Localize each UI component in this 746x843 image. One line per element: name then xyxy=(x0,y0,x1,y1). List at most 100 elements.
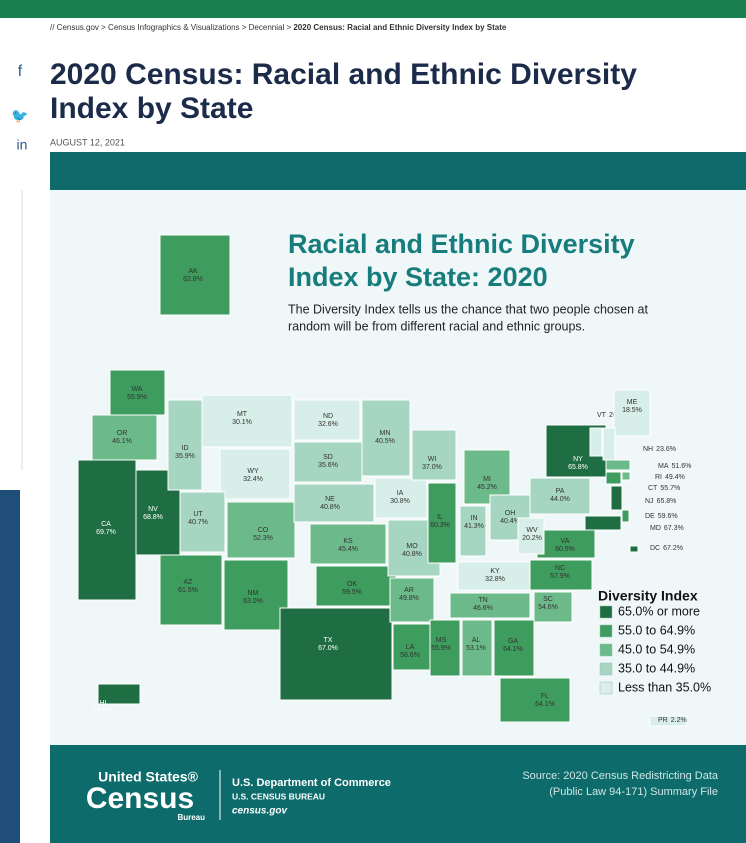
state-code: PA xyxy=(556,488,565,495)
agency-link[interactable]: census.gov xyxy=(232,806,288,817)
crumb[interactable]: Decennial xyxy=(249,23,285,32)
state xyxy=(429,619,461,677)
page-title: 2020 Census: Racial and Ethnic Diversity xyxy=(50,58,637,91)
state-code: CT xyxy=(648,485,658,492)
state-code: NV xyxy=(148,506,158,513)
state xyxy=(219,448,291,500)
state-value: 30.1% xyxy=(232,419,252,426)
state xyxy=(493,619,535,677)
state-code: NM xyxy=(248,590,259,597)
state-value: 55.9% xyxy=(127,394,147,401)
state-code: DE xyxy=(645,513,655,520)
separator: > xyxy=(284,23,293,32)
state-value: 55.9% xyxy=(431,645,451,652)
state-value: 46.1% xyxy=(112,438,132,445)
crumb[interactable]: Census.gov xyxy=(57,23,99,32)
state-label: NJ 65.8% xyxy=(645,498,676,505)
state-code: KS xyxy=(343,538,353,545)
state-code: AL xyxy=(472,637,481,644)
state-code: ME xyxy=(627,399,638,406)
state-code: MS xyxy=(436,637,447,644)
state-label: CT 55.7% xyxy=(648,485,680,492)
state-code: OH xyxy=(505,510,516,517)
state-value: 57.9% xyxy=(550,573,570,580)
state-code: WY xyxy=(247,468,259,475)
state xyxy=(461,619,493,677)
state-code: IN xyxy=(471,515,478,522)
legend-swatch xyxy=(599,662,613,676)
state-code: AZ xyxy=(184,579,194,586)
linkedin-icon[interactable]: in xyxy=(17,137,28,153)
state xyxy=(529,559,593,591)
state-code: ND xyxy=(323,413,333,420)
state-code: MO xyxy=(406,543,418,550)
state xyxy=(293,483,375,523)
state-value: 40.7% xyxy=(188,519,208,526)
infographic-title: Racial and Ethnic Diversity xyxy=(288,229,635,259)
state-value: 52.3% xyxy=(253,535,273,542)
state-code: SC xyxy=(543,596,553,603)
state-code: NC xyxy=(555,565,565,572)
state-code: WA xyxy=(131,386,142,393)
crumb[interactable]: Census Infographics & Visualizations xyxy=(108,23,239,32)
state-code: MN xyxy=(380,430,391,437)
legend: 65.0% or more 55.0 to 64.9% 45.0 to 54.9% 3… xyxy=(599,604,711,694)
state-code: NE xyxy=(325,496,335,503)
state xyxy=(605,471,622,485)
state-value: 35.6% xyxy=(318,462,338,469)
state-value: 51.6% xyxy=(672,463,692,470)
state xyxy=(629,545,639,553)
state-value: 60.5% xyxy=(555,546,575,553)
legend-swatch xyxy=(599,624,613,638)
state xyxy=(389,577,435,623)
state-code: MD xyxy=(650,525,661,532)
facebook-icon[interactable]: f xyxy=(18,63,23,80)
state-value: 67.2% xyxy=(663,545,683,552)
state xyxy=(361,399,411,477)
state xyxy=(159,554,223,626)
state-value: 64.1% xyxy=(503,646,523,653)
source: Source: 2020 Census Redistricting Data xyxy=(522,770,719,782)
state-value: 40.4% xyxy=(500,518,520,525)
state-code: VT xyxy=(597,412,607,419)
state-value: 45.4% xyxy=(338,546,358,553)
legend-title: Diversity Index xyxy=(598,588,698,604)
state xyxy=(621,471,631,481)
state xyxy=(77,459,137,601)
state-code: GA xyxy=(508,638,518,645)
state xyxy=(533,591,573,623)
state-value: 55.7% xyxy=(660,485,680,492)
state xyxy=(529,477,591,515)
state xyxy=(610,485,623,511)
state-value: 49.8% xyxy=(399,595,419,602)
state xyxy=(226,501,296,559)
state-code: CA xyxy=(101,521,111,528)
state xyxy=(517,517,545,555)
side-strip xyxy=(0,490,20,843)
state-code: MA xyxy=(658,463,669,470)
state xyxy=(179,491,226,553)
state-value: 45.2% xyxy=(477,484,497,491)
legend-label: 65.0% or more xyxy=(618,604,700,618)
twitter-icon[interactable]: 🐦 xyxy=(11,108,28,124)
separator: > xyxy=(99,23,108,32)
state-value: 46.6% xyxy=(473,605,493,612)
state-value: 69.7% xyxy=(96,529,116,536)
state-value: 76.0% xyxy=(93,708,113,715)
agency: U.S. CENSUS BUREAU xyxy=(232,791,325,801)
legend-label: 35.0 to 44.9% xyxy=(618,661,695,675)
state-code: RI xyxy=(655,474,662,481)
state xyxy=(279,607,393,701)
state-code: FL xyxy=(541,693,549,700)
state xyxy=(97,683,141,705)
state-label: DC 67.2% xyxy=(650,545,683,552)
state-value: 67.0% xyxy=(318,645,338,652)
state-code: CO xyxy=(258,527,269,534)
map: AK62.8%WA55.9%OR46.1%CA69.7%NV68.8%ID35.… xyxy=(77,234,692,727)
state-value: 65.8% xyxy=(568,464,588,471)
state-value: 58.6% xyxy=(400,652,420,659)
state-value: 53.1% xyxy=(466,645,486,652)
state-code: NY xyxy=(573,456,583,463)
state-value: 2.2% xyxy=(671,717,687,724)
